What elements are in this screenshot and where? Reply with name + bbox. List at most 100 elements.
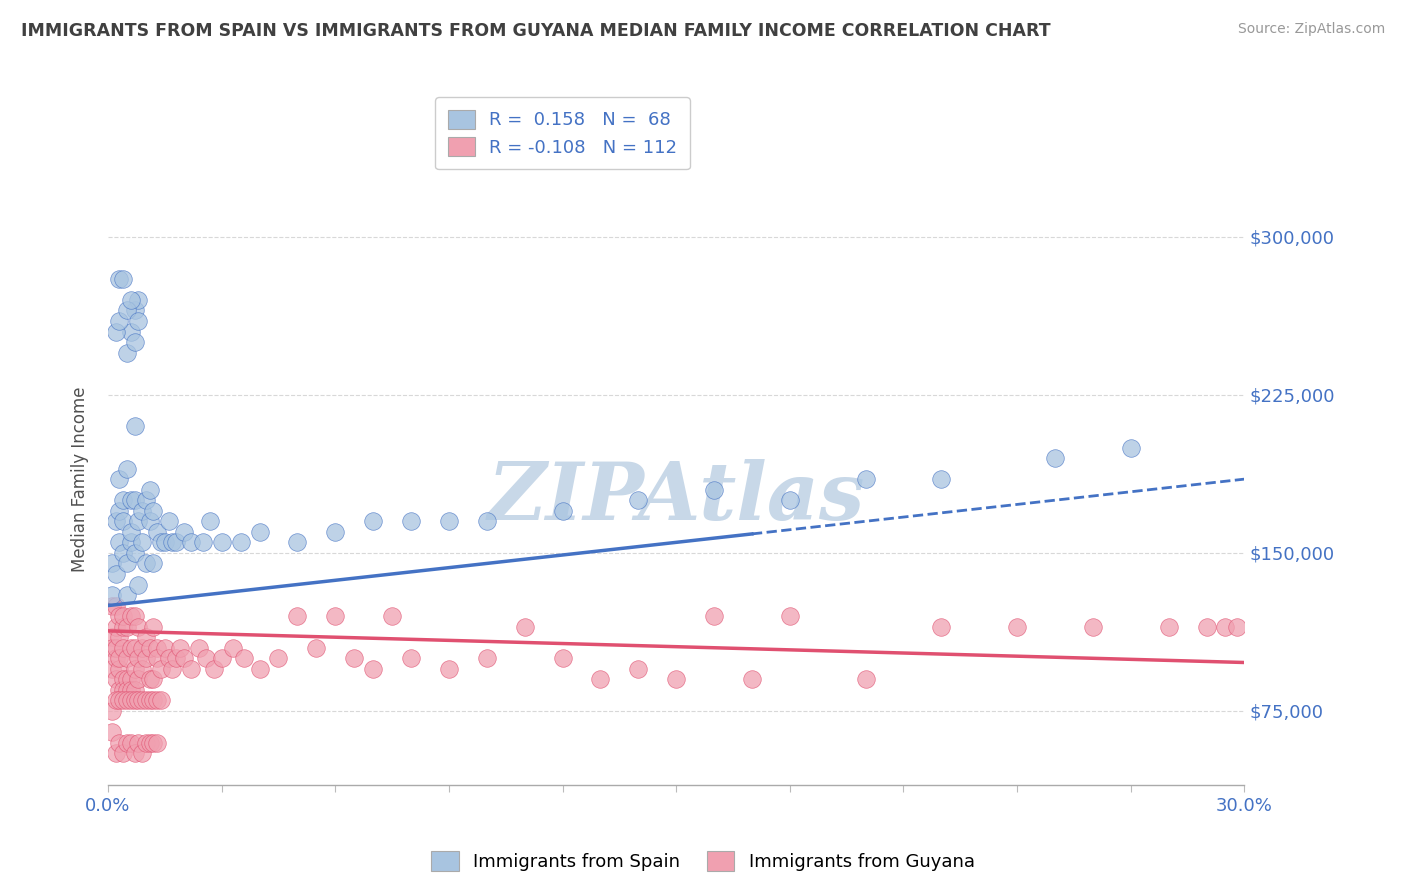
Point (135, 651, 157, 665)
Point (1043, 451, 1066, 466)
Point (138, 693, 160, 707)
Point (108, 535, 131, 549)
Point (104, 693, 127, 707)
Point (124, 493, 146, 508)
Point (112, 682, 135, 697)
Point (150, 535, 173, 549)
Point (162, 662, 184, 676)
Text: ZIPAtlas: ZIPAtlas (488, 458, 865, 536)
Legend: R =  0.158   N =  68, R = -0.108   N = 112: R = 0.158 N = 68, R = -0.108 N = 112 (434, 97, 690, 169)
Point (703, 609, 725, 624)
Point (162, 535, 184, 549)
Point (120, 693, 142, 707)
Point (475, 651, 498, 665)
Point (127, 651, 149, 665)
Point (101, 557, 124, 571)
Point (173, 651, 195, 665)
Point (195, 651, 218, 665)
Text: Source: ZipAtlas.com: Source: ZipAtlas.com (1237, 22, 1385, 37)
Point (112, 673, 135, 687)
Point (101, 588, 124, 602)
Point (551, 504, 574, 518)
Point (124, 609, 146, 624)
Point (120, 682, 142, 697)
Point (513, 620, 536, 634)
Point (180, 535, 202, 549)
Point (135, 630, 157, 644)
Point (150, 662, 173, 676)
Point (287, 535, 309, 549)
Point (108, 314, 131, 328)
Point (124, 693, 146, 707)
Point (1157, 620, 1180, 634)
Point (104, 640, 127, 655)
Point (124, 303, 146, 318)
Point (127, 620, 149, 634)
Point (191, 535, 214, 549)
Point (267, 651, 290, 665)
Point (165, 535, 187, 549)
Point (101, 599, 124, 613)
Point (551, 651, 574, 665)
Point (112, 514, 135, 528)
Point (589, 673, 612, 687)
Point (135, 736, 157, 750)
Point (1005, 620, 1028, 634)
Point (104, 325, 127, 339)
Point (138, 514, 160, 528)
Point (157, 651, 180, 665)
Point (361, 514, 384, 528)
Point (124, 640, 146, 655)
Point (135, 693, 157, 707)
Point (627, 662, 650, 676)
Point (931, 472, 953, 486)
Point (138, 483, 160, 497)
Point (120, 673, 142, 687)
Point (127, 693, 149, 707)
Point (108, 662, 131, 676)
Point (101, 640, 124, 655)
Point (131, 640, 153, 655)
Point (138, 736, 160, 750)
Point (120, 524, 142, 539)
Point (120, 736, 142, 750)
Point (931, 620, 953, 634)
Point (703, 483, 725, 497)
Point (779, 609, 801, 624)
Point (101, 662, 124, 676)
Point (187, 640, 209, 655)
Point (101, 725, 124, 739)
Point (146, 736, 169, 750)
Point (115, 736, 138, 750)
Point (131, 504, 153, 518)
Point (229, 535, 252, 549)
Point (627, 493, 650, 508)
Point (855, 472, 877, 486)
Point (108, 693, 131, 707)
Point (153, 535, 176, 549)
Point (1081, 620, 1104, 634)
Point (112, 493, 135, 508)
Point (287, 609, 309, 624)
Point (381, 609, 404, 624)
Point (104, 514, 127, 528)
Point (135, 557, 157, 571)
Point (1119, 441, 1142, 455)
Point (124, 746, 146, 760)
Point (104, 746, 127, 760)
Point (108, 736, 131, 750)
Point (138, 673, 160, 687)
Point (127, 514, 149, 528)
Point (180, 662, 202, 676)
Point (115, 682, 138, 697)
Point (475, 514, 498, 528)
Point (323, 609, 346, 624)
Point (142, 504, 165, 518)
Point (115, 693, 138, 707)
Point (108, 504, 131, 518)
Point (124, 335, 146, 350)
Point (665, 673, 688, 687)
Point (855, 673, 877, 687)
Point (104, 651, 127, 665)
Point (131, 693, 153, 707)
